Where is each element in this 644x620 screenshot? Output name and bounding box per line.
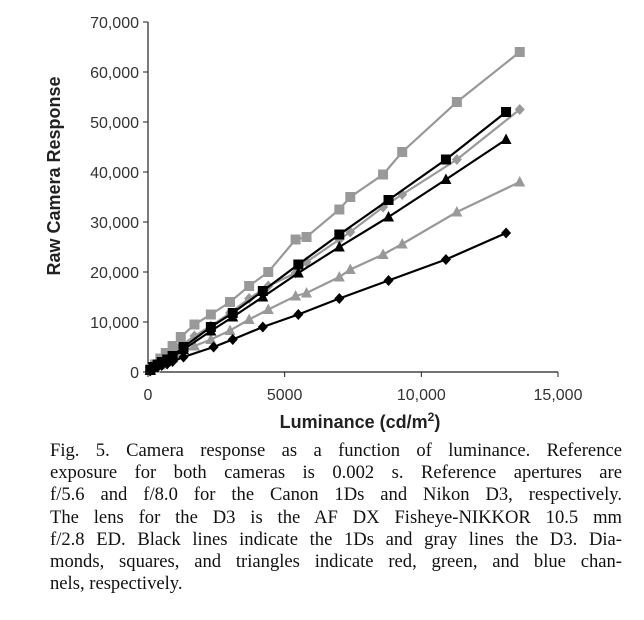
series-line	[149, 138, 507, 372]
data-point	[178, 351, 189, 363]
caption-line: monds, squares, and triangles indicate r…	[50, 551, 622, 573]
x-tick-label: 0	[144, 387, 153, 404]
data-point	[301, 287, 313, 298]
data-point	[290, 290, 302, 301]
data-point	[301, 232, 312, 242]
series-line	[149, 111, 507, 371]
data-point	[167, 341, 178, 351]
data-point	[345, 192, 356, 202]
x-axis-title: Luminance (cd/m2)	[280, 410, 441, 432]
caption-line: exposure for both cameras is 0.002 s. Re…	[50, 462, 622, 484]
data-point	[383, 195, 394, 205]
data-point	[451, 97, 462, 107]
caption-line: f/5.6 and f/8.0 for the Canon 1Ds and Ni…	[50, 484, 622, 506]
data-point	[224, 324, 236, 335]
data-point	[344, 263, 356, 274]
data-point	[175, 332, 186, 342]
data-point	[189, 330, 200, 342]
data-point	[205, 309, 216, 320]
data-point	[257, 291, 269, 302]
data-point	[263, 267, 274, 277]
data-point	[377, 248, 389, 259]
data-point	[293, 259, 304, 270]
data-point	[514, 47, 525, 57]
chart-series	[144, 47, 526, 377]
y-tick-label: 70,000	[90, 15, 139, 32]
data-point	[188, 340, 200, 351]
caption-line: The lens for the D3 is the AF DX Fisheye…	[50, 506, 622, 528]
data-point	[440, 254, 451, 265]
x-tick-label: 10,000	[397, 387, 446, 404]
y-tick-label: 20,000	[90, 265, 139, 282]
data-point	[500, 133, 512, 144]
data-point	[290, 234, 301, 245]
data-point	[383, 211, 395, 222]
data-point	[189, 319, 200, 330]
data-point	[244, 293, 255, 304]
data-point	[167, 351, 179, 362]
data-point	[205, 325, 217, 336]
data-point	[333, 241, 345, 252]
data-series	[145, 107, 512, 375]
data-point	[451, 206, 463, 217]
data-series	[145, 227, 512, 377]
caption-line: Fig. 5. Camera response as a function of…	[50, 440, 622, 461]
chart: 0 10,000 20,000 30,000 40,000 50,000 60,000 70,…	[44, 15, 583, 432]
data-point	[333, 271, 345, 282]
x-tick-label: 15,000	[534, 387, 583, 404]
data-point	[514, 104, 525, 115]
chart-axes	[147, 22, 558, 373]
data-point	[227, 311, 239, 322]
data-point	[396, 238, 408, 249]
data-point	[501, 227, 512, 239]
data-point	[244, 281, 255, 291]
chart-ticks: 0 10,000 20,000 30,000 40,000 50,000 60,000 70,…	[90, 15, 583, 404]
data-point	[178, 343, 190, 354]
data-point	[451, 154, 462, 165]
data-point	[227, 334, 238, 345]
y-tick-label: 10,000	[90, 315, 139, 332]
data-point	[334, 293, 345, 304]
data-point	[397, 147, 408, 157]
data-point	[292, 267, 304, 278]
data-point	[262, 303, 274, 314]
y-axis-title: Raw Camera Response	[44, 76, 64, 275]
data-series	[145, 47, 525, 374]
y-tick-label: 30,000	[90, 215, 139, 232]
data-point	[334, 204, 345, 215]
caption-line: nels, respectively.	[50, 573, 183, 595]
y-tick-label: 50,000	[90, 115, 139, 132]
data-point	[205, 333, 217, 344]
data-point	[378, 169, 389, 180]
caption-line: f/2.8 ED. Black lines indicate the 1Ds a…	[50, 528, 622, 550]
y-tick-label: 0	[130, 365, 139, 382]
figure-caption: Fig. 5. Camera response as a function of…	[50, 440, 622, 595]
data-point	[440, 173, 452, 184]
data-point	[501, 107, 512, 117]
data-series	[144, 133, 512, 375]
data-point	[160, 348, 171, 358]
data-point	[383, 275, 394, 286]
data-point	[334, 229, 345, 240]
data-point	[257, 321, 268, 333]
x-tick-label: 5000	[267, 387, 303, 404]
data-point	[243, 313, 255, 324]
data-point	[514, 176, 526, 187]
data-point	[208, 341, 219, 353]
data-point	[293, 309, 304, 320]
data-point	[440, 154, 451, 165]
data-point	[161, 354, 173, 365]
y-tick-label: 40,000	[90, 165, 139, 182]
y-tick-label: 60,000	[90, 65, 139, 82]
data-point	[225, 297, 235, 307]
